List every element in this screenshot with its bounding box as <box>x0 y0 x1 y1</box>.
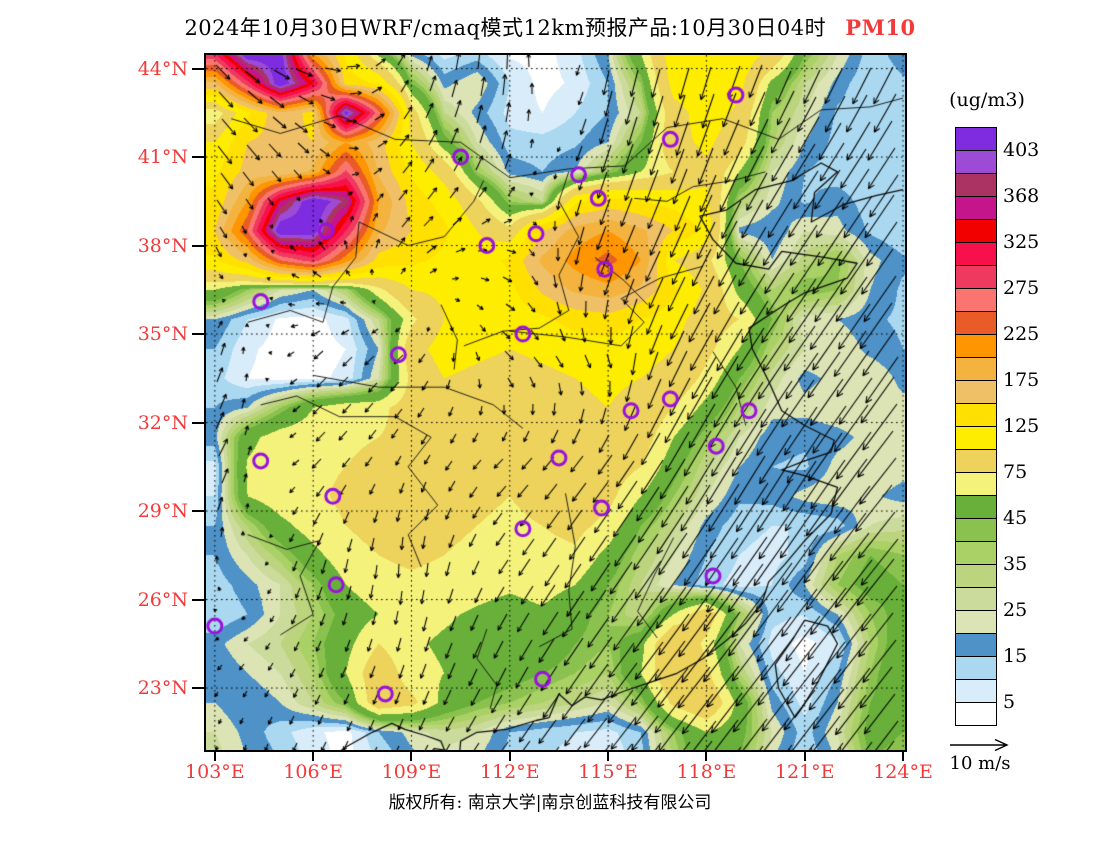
colorbar-tick-label: 5 <box>1003 691 1016 713</box>
pm10-field-map <box>206 55 905 750</box>
colorbar-tick-label: 225 <box>1003 323 1040 345</box>
lat-tick-label: 26°N <box>137 588 188 611</box>
colorbar-cell <box>955 587 997 611</box>
lon-tick <box>803 752 806 761</box>
lon-tick <box>312 752 315 761</box>
colorbar-tick-label: 75 <box>1003 461 1028 483</box>
lon-tick <box>902 752 905 761</box>
colorbar-tick-label: 368 <box>1003 185 1040 207</box>
colorbar <box>955 127 997 726</box>
lat-tick <box>192 333 205 336</box>
colorbar-cell <box>955 196 997 220</box>
colorbar-tick-label: 25 <box>1003 599 1028 621</box>
wind-speed-legend: 10 m/s <box>940 736 1020 774</box>
colorbar-cell <box>955 633 997 657</box>
lon-tick-label: 124°E <box>873 761 933 783</box>
chart-title-species: PM10 <box>845 15 916 40</box>
lat-tick-label: 29°N <box>137 500 188 523</box>
colorbar-cell <box>955 610 997 634</box>
lon-tick <box>508 752 511 761</box>
colorbar-cell <box>955 242 997 266</box>
colorbar-cell <box>955 518 997 542</box>
lon-tick-label: 121°E <box>774 761 835 783</box>
colorbar-cell <box>955 679 997 703</box>
copyright-footer: 版权所有: 南京大学|南京创蓝科技有限公司 <box>388 793 712 813</box>
lon-tick-label: 103°E <box>185 761 245 783</box>
lat-tick <box>192 244 205 247</box>
lon-tick-label: 109°E <box>381 761 442 783</box>
colorbar-cell <box>955 564 997 588</box>
lon-tick-label: 118°E <box>676 761 737 783</box>
lat-tick <box>192 510 205 513</box>
lat-tick <box>192 687 205 690</box>
colorbar-tick-label: 403 <box>1003 139 1040 161</box>
colorbar-tick-label: 15 <box>1003 645 1028 667</box>
colorbar-cell <box>955 219 997 243</box>
colorbar-tick-label: 175 <box>1003 369 1040 391</box>
colorbar-unit-label: (ug/m3) <box>949 89 1025 111</box>
colorbar-cell <box>955 472 997 496</box>
lat-tick-label: 35°N <box>137 323 188 346</box>
colorbar-tick-label: 35 <box>1003 553 1028 575</box>
colorbar-cell <box>955 357 997 381</box>
lat-tick-label: 32°N <box>137 411 188 434</box>
chart-title: 2024年10月30日WRF/cmaq模式12km预报产品:10月30日04时 … <box>0 12 1100 42</box>
lon-tick-label: 115°E <box>578 761 638 783</box>
lon-tick <box>213 752 216 761</box>
colorbar-cell <box>955 173 997 197</box>
wind-legend-arrow-icon <box>950 738 1009 752</box>
colorbar-cell <box>955 334 997 358</box>
colorbar-cell <box>955 449 997 473</box>
colorbar-cell <box>955 403 997 427</box>
colorbar-cell <box>955 702 997 726</box>
colorbar-tick-label: 275 <box>1003 277 1040 299</box>
colorbar-cell <box>955 380 997 404</box>
lat-tick-label: 23°N <box>137 677 188 700</box>
colorbar-cell <box>955 656 997 680</box>
colorbar-tick-label: 125 <box>1003 415 1040 437</box>
colorbar-cell <box>955 426 997 450</box>
lon-tick-label: 106°E <box>283 761 343 783</box>
colorbar-tick-label: 325 <box>1003 231 1040 253</box>
lon-tick <box>410 752 413 761</box>
colorbar-cell <box>955 311 997 335</box>
colorbar-cell <box>955 150 997 174</box>
lon-tick <box>705 752 708 761</box>
colorbar-cell <box>955 541 997 565</box>
lat-tick-label: 41°N <box>137 146 188 169</box>
chart-title-text: 2024年10月30日WRF/cmaq模式12km预报产品:10月30日04时 <box>184 16 827 40</box>
colorbar-cell <box>955 288 997 312</box>
lon-tick <box>607 752 610 761</box>
colorbar-cell <box>955 127 997 151</box>
lat-tick-label: 44°N <box>137 57 188 80</box>
lat-tick-label: 38°N <box>137 234 188 257</box>
colorbar-tick-label: 45 <box>1003 507 1028 529</box>
lat-tick <box>192 67 205 70</box>
colorbar-cell <box>955 495 997 519</box>
lat-tick <box>192 421 205 424</box>
colorbar-tick-labels: 403 368 325 275 225 175 125 75 45 35 25 15 5 <box>1003 127 1073 727</box>
lat-tick <box>192 156 205 159</box>
lon-tick-label: 112°E <box>479 761 540 783</box>
wind-legend-label: 10 m/s <box>949 753 1011 774</box>
colorbar-cell <box>955 265 997 289</box>
lat-tick <box>192 598 205 601</box>
